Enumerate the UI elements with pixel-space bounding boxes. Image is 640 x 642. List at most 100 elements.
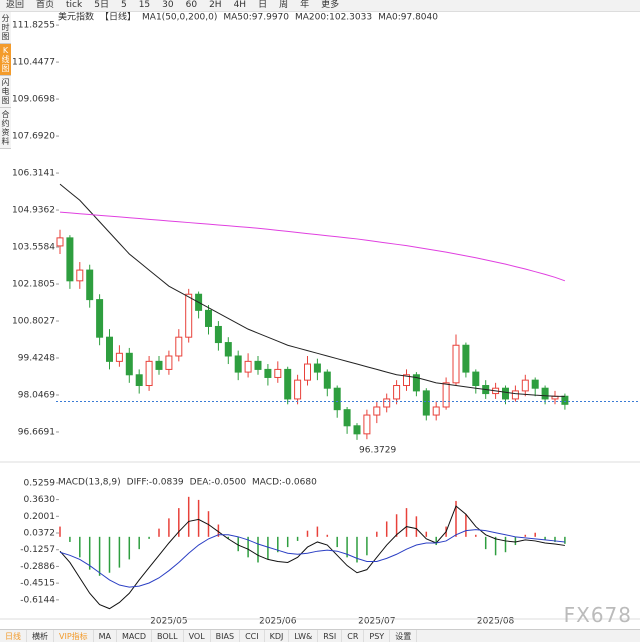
indicator-tab[interactable]: KDJ xyxy=(265,630,290,642)
candle-body xyxy=(125,352,133,376)
candle-body xyxy=(76,269,84,282)
y-tick-label: -0.2886 xyxy=(20,562,55,572)
candle-body xyxy=(264,368,272,378)
candle-body xyxy=(403,374,410,387)
legend-item: MA0:97.8040 xyxy=(378,13,438,23)
candle-body xyxy=(422,390,430,416)
candle-body xyxy=(115,352,123,362)
candle-body xyxy=(452,344,460,384)
toolbar-button[interactable]: 2H xyxy=(209,0,222,10)
y-tick-label: 100.8027 xyxy=(12,317,55,327)
candle-body xyxy=(234,355,242,373)
y-tick-label: 109.0698 xyxy=(12,95,55,105)
toolbar-button[interactable]: 4H xyxy=(233,0,247,10)
watermark: FX678 xyxy=(563,603,632,627)
candle-body xyxy=(165,355,173,370)
candle-body xyxy=(175,336,183,357)
candle-body xyxy=(561,395,569,405)
low-label: 96.3729 xyxy=(359,445,396,455)
x-tick-label: 2025/07 xyxy=(358,617,395,627)
candle-body xyxy=(521,379,529,392)
toolbar-button[interactable]: 5日 xyxy=(94,0,109,10)
y-tick-label: 107.6920 xyxy=(12,132,55,142)
x-tick-label: 2025/05 xyxy=(150,617,187,627)
candle-body xyxy=(224,342,232,357)
y-tick-label: 96.6691 xyxy=(18,427,55,437)
toolbar-button[interactable]: 返回 xyxy=(6,0,25,10)
y-tick-label: 0.5259 xyxy=(24,478,56,488)
y-tick-label: 0.2001 xyxy=(24,512,56,522)
side-tab[interactable]: 分时图 xyxy=(0,12,11,44)
indicator-tab[interactable]: BOLL xyxy=(152,630,184,642)
side-tab[interactable]: 合约资料 xyxy=(0,108,11,149)
toolbar: 返回 首页 tick 5日 5 15 30 60 2H 4H 日 周 年 更多 xyxy=(0,0,640,12)
indicator-tab[interactable]: 横析 xyxy=(27,630,54,642)
toolbar-button[interactable]: 30 xyxy=(162,0,174,10)
indicator-line xyxy=(59,211,566,282)
candle-body xyxy=(333,387,341,411)
candle-body xyxy=(86,269,94,301)
candle-body xyxy=(304,363,311,381)
indicator-tab[interactable]: CCI xyxy=(240,630,265,642)
legend-item: MACD:-0.0680 xyxy=(252,478,317,488)
candle-body xyxy=(373,406,381,416)
indicator-tab[interactable]: MACD xyxy=(117,630,153,642)
indicator-tab[interactable]: 设置 xyxy=(390,630,418,642)
candle-body xyxy=(531,379,539,389)
y-tick-label: 106.3141 xyxy=(12,169,55,179)
candle-body xyxy=(462,344,470,373)
candle-body xyxy=(284,368,292,400)
indicator-tab[interactable]: LW& xyxy=(289,630,319,642)
candle-body xyxy=(214,325,222,344)
indicator-tab[interactable]: PSY xyxy=(364,630,391,642)
indicator-tab[interactable]: RSI xyxy=(318,630,343,642)
toolbar-button[interactable]: tick xyxy=(66,0,83,10)
toolbar-button[interactable]: 首页 xyxy=(36,0,55,10)
candle-body xyxy=(511,390,519,400)
legend-item: 美元指数 xyxy=(58,11,94,23)
candle-body xyxy=(244,360,252,373)
side-tab[interactable]: K线图 xyxy=(0,44,11,76)
side-tab[interactable]: 闪电图 xyxy=(0,76,11,108)
y-tick-label: 99.4248 xyxy=(18,354,55,364)
y-tick-label: -0.6144 xyxy=(20,595,55,605)
toolbar-button[interactable]: 15 xyxy=(138,0,151,10)
legend-item: 【日线】 xyxy=(100,11,136,23)
legend-item: MA50:97.9970 xyxy=(223,13,289,23)
y-tick-label: 104.9362 xyxy=(12,206,55,216)
indicator-tab[interactable]: VIP指标 xyxy=(54,630,94,642)
indicator-tab[interactable]: CR xyxy=(342,630,365,642)
legend-item: DEA:-0.0500 xyxy=(190,478,247,488)
candle-body xyxy=(254,360,262,370)
candle-body xyxy=(106,336,113,362)
toolbar-button[interactable]: 日 xyxy=(258,0,268,10)
indicator-tab[interactable]: VOL xyxy=(184,630,211,642)
candle-body xyxy=(313,363,321,373)
toolbar-button[interactable]: 5 xyxy=(120,0,127,10)
toolbar-button[interactable]: 更多 xyxy=(321,0,340,10)
y-tick-label: 110.4477 xyxy=(12,58,55,68)
candle-body xyxy=(343,409,351,427)
toolbar-button[interactable]: 年 xyxy=(300,0,310,10)
candle-body xyxy=(96,299,104,338)
indicator-tab[interactable]: BIAS xyxy=(211,630,241,642)
candle-body xyxy=(472,371,480,387)
indicator-tab[interactable]: MA xyxy=(94,630,118,642)
y-tick-label: 103.5584 xyxy=(12,243,55,253)
x-tick-label: 2025/06 xyxy=(259,617,297,627)
toolbar-button[interactable]: 周 xyxy=(279,0,289,10)
indicator-tab[interactable]: 日线 xyxy=(0,630,27,642)
candle-body xyxy=(442,382,450,408)
candle-body xyxy=(56,237,64,247)
candle-body xyxy=(66,237,74,282)
indicator-line xyxy=(59,183,565,397)
candle-body xyxy=(145,360,153,387)
legend-item: DIFF:-0.0839 xyxy=(127,478,184,488)
candle-body xyxy=(135,374,143,387)
toolbar-button[interactable]: 60 xyxy=(185,0,198,10)
candle-body xyxy=(274,368,282,378)
legend-item: MACD(13,8,9) xyxy=(58,478,121,488)
legend-item: MA1(50,0,200,0) xyxy=(142,13,217,23)
y-tick-label: 0.3630 xyxy=(24,495,56,505)
